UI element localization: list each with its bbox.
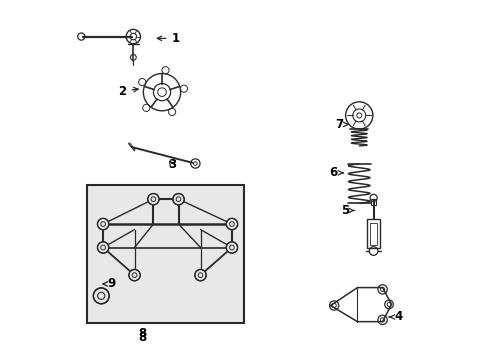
Bar [370,199,376,205]
Text: 8: 8 [138,327,146,340]
Text: 5: 5 [340,204,354,217]
Text: 1: 1 [157,32,180,45]
Bar [366,220,379,248]
Bar [87,185,244,323]
Text: 4: 4 [388,310,402,324]
Text: 8: 8 [138,330,146,343]
Circle shape [147,194,159,205]
Bar [369,223,376,244]
Circle shape [93,288,109,304]
Circle shape [226,242,237,253]
Text: 6: 6 [328,166,343,179]
Circle shape [97,242,108,253]
Text: 3: 3 [168,158,176,171]
Text: 2: 2 [118,85,138,98]
Circle shape [129,270,140,281]
Text: 7: 7 [334,118,348,131]
Circle shape [97,219,108,230]
Text: 9: 9 [103,278,115,291]
Circle shape [173,194,184,205]
Circle shape [226,219,237,230]
Circle shape [194,270,206,281]
